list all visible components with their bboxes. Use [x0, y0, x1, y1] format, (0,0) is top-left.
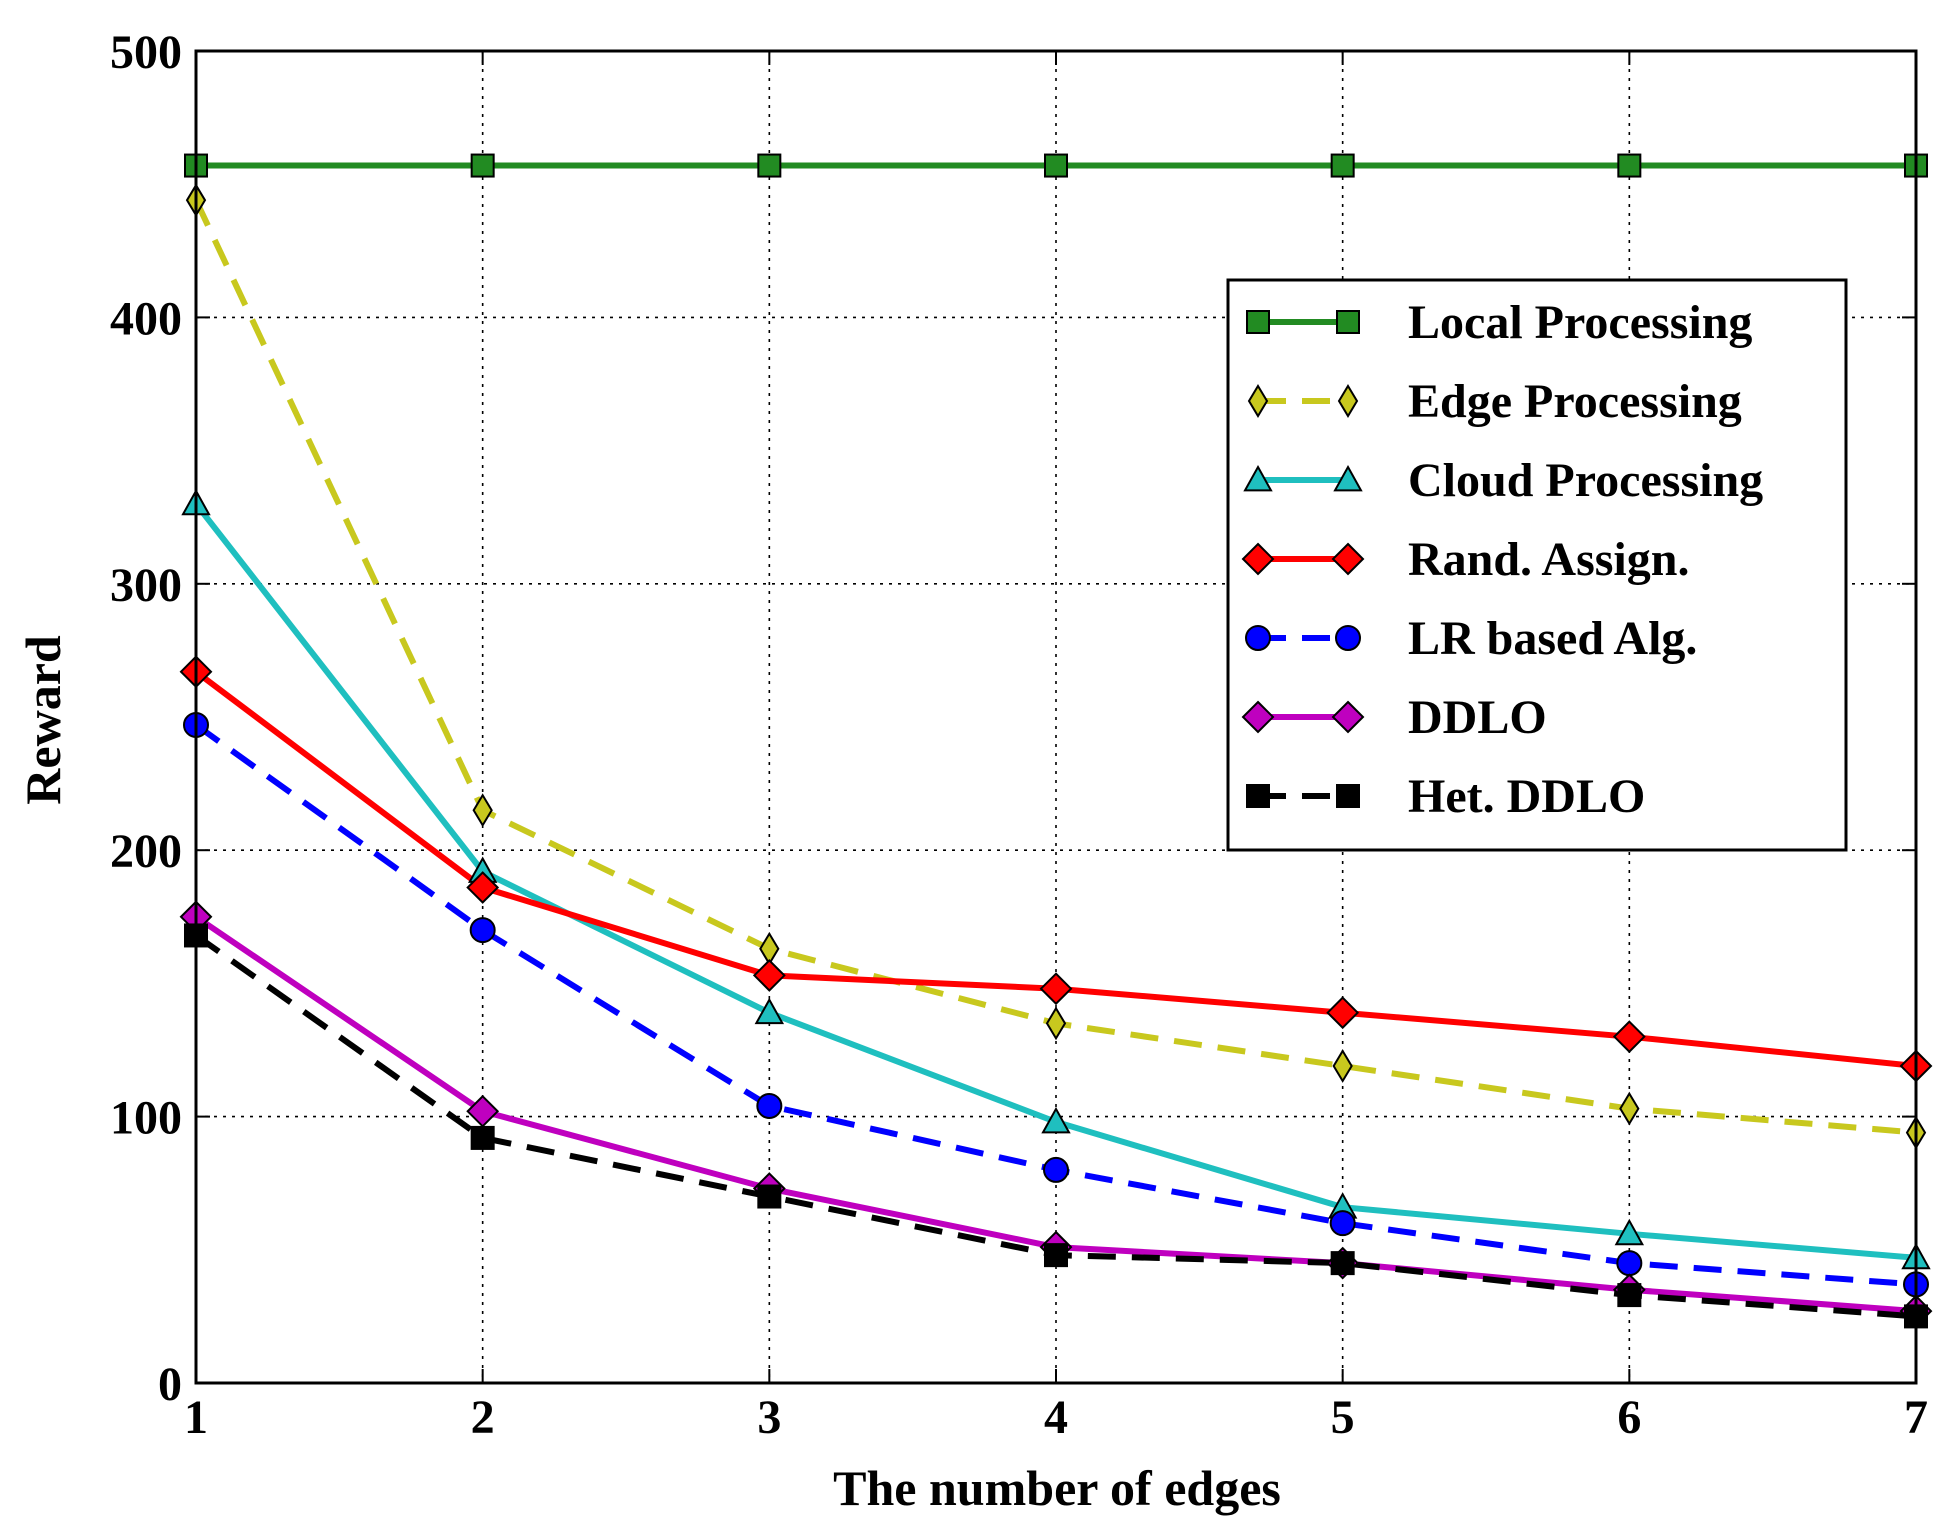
x-tick-label: 1 — [184, 1391, 208, 1444]
y-tick-label: 500 — [110, 26, 182, 79]
data-point-lr-based-alg — [1043, 1156, 1069, 1183]
x-tick-label: 3 — [757, 1391, 781, 1444]
legend-marker-cloud-processing — [1243, 464, 1273, 492]
y-tick-label: 200 — [110, 825, 182, 878]
legend-marker-rand-assign — [1241, 542, 1275, 576]
legend-marker-het-ddlo — [1336, 784, 1360, 808]
legend-label-local-processing: Local Processing — [1408, 296, 1752, 349]
legend-marker-het-ddlo — [1246, 784, 1270, 808]
data-point-local-processing — [757, 153, 782, 178]
data-point-local-processing — [1044, 153, 1068, 178]
legend-marker-lr-based-alg — [1335, 625, 1361, 651]
data-point-edge-processing — [472, 793, 493, 828]
data-point-cloud-processing — [1041, 1106, 1071, 1134]
data-point-local-processing — [1617, 153, 1642, 178]
y-tick-label: 0 — [158, 1358, 182, 1411]
legend-marker-local-processing — [1246, 310, 1270, 334]
legend-marker-ddlo — [1241, 700, 1275, 734]
y-tick-label: 100 — [110, 1092, 182, 1145]
legend-label-rand-assign: Rand. Assign. — [1408, 533, 1689, 586]
data-point-lr-based-alg — [469, 917, 496, 944]
data-point-het-ddlo — [1044, 1243, 1068, 1268]
legend-marker-rand-assign — [1331, 542, 1365, 576]
data-point-lr-based-alg — [1616, 1250, 1643, 1277]
legend-marker-cloud-processing — [1333, 464, 1363, 492]
legend-box — [1226, 278, 1848, 852]
y-tick-labels: 0 100 200 300 400 500 — [110, 26, 182, 1411]
data-point-cloud-processing — [1614, 1218, 1645, 1246]
legend-marker-ddlo — [1331, 700, 1365, 734]
x-tick-label: 6 — [1617, 1391, 1641, 1444]
data-point-edge-processing — [1332, 1049, 1353, 1083]
legend-marker-lr-based-alg — [1245, 625, 1271, 651]
x-tick-label: 7 — [1904, 1391, 1928, 1444]
data-point-lr-based-alg — [1329, 1210, 1356, 1237]
y-tick-label: 300 — [110, 559, 182, 612]
data-point-het-ddlo — [1617, 1283, 1642, 1308]
x-axis-label: The number of edges — [833, 1460, 1281, 1516]
data-point-local-processing — [1330, 153, 1355, 178]
data-point-lr-based-alg — [756, 1092, 783, 1119]
legend-label-ddlo: DDLO — [1408, 691, 1547, 744]
data-point-rand-assign — [1612, 1020, 1646, 1054]
data-point-edge-processing — [1619, 1091, 1640, 1126]
data-point-rand-assign — [1039, 972, 1073, 1006]
legend-label-edge-processing: Edge Processing — [1408, 375, 1742, 428]
legend-marker-local-processing — [1336, 310, 1360, 334]
legend: Local Processing Edge Processing Cloud Pro… — [1226, 278, 1848, 852]
x-tick-label: 5 — [1331, 1391, 1355, 1444]
legend-label-het-ddlo: Het. DDLO — [1408, 770, 1645, 823]
x-tick-label: 4 — [1044, 1391, 1068, 1444]
x-tick-labels: 1 2 3 4 5 6 7 — [184, 1391, 1928, 1444]
legend-marker-edge-processing — [1247, 384, 1269, 418]
legend-marker-edge-processing — [1337, 384, 1359, 418]
axis-ticks — [195, 50, 1917, 1384]
data-point-edge-processing — [1045, 1006, 1067, 1041]
y-tick-label: 400 — [110, 292, 182, 345]
data-point-rand-assign — [466, 871, 500, 904]
series-markers — [179, 153, 1933, 1329]
data-point-het-ddlo — [757, 1184, 782, 1209]
y-axis-label: Reward — [15, 635, 71, 805]
legend-label-cloud-processing: Cloud Processing — [1408, 454, 1763, 507]
data-point-het-ddlo — [1330, 1251, 1355, 1276]
legend-label-lr-based-alg: LR based Alg. — [1408, 612, 1697, 665]
x-tick-label: 2 — [471, 1391, 495, 1444]
data-point-cloud-processing — [754, 997, 785, 1025]
data-point-local-processing — [470, 153, 495, 178]
data-point-rand-assign — [752, 958, 786, 992]
data-point-het-ddlo — [470, 1125, 495, 1150]
data-point-rand-assign — [1326, 996, 1360, 1030]
